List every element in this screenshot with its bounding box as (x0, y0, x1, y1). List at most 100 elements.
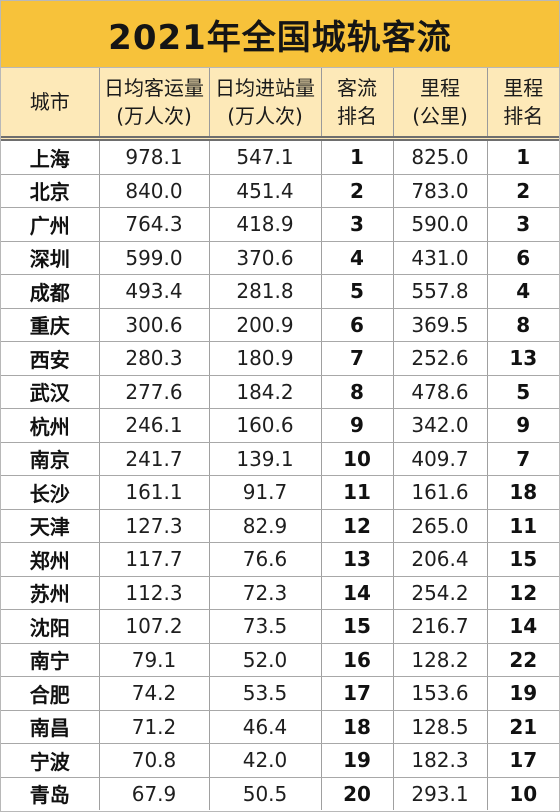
ridership-rank-cell: 17 (321, 676, 394, 711)
daily-entries-cell: 91.7 (209, 475, 322, 510)
daily-entries-cell: 184.2 (209, 375, 322, 409)
mileage-rank-cell: 3 (487, 207, 559, 242)
city-cell: 深圳 (1, 241, 100, 275)
daily-entries-cell: 418.9 (209, 207, 322, 242)
daily-entries-cell: 451.4 (209, 174, 322, 208)
daily-ridership-cell: 764.3 (99, 207, 210, 242)
daily-ridership-cell: 74.2 (99, 676, 210, 711)
header-mileage: 里程 (公里) (393, 68, 488, 141)
daily-entries-cell: 53.5 (209, 676, 322, 711)
mileage-rank-cell: 13 (487, 341, 559, 376)
mileage-cell: 153.6 (393, 676, 488, 711)
city-cell: 合肥 (1, 676, 100, 711)
mileage-rank-cell: 18 (487, 475, 559, 510)
daily-entries-cell: 180.9 (209, 341, 322, 376)
city-cell: 南京 (1, 442, 100, 476)
daily-entries-cell: 50.5 (209, 777, 322, 810)
mileage-rank-cell: 15 (487, 542, 559, 577)
mileage-cell: 293.1 (393, 777, 488, 810)
daily-ridership-cell: 246.1 (99, 408, 210, 443)
mileage-rank-cell: 6 (487, 241, 559, 275)
mileage-cell: 128.2 (393, 643, 488, 677)
city-cell: 重庆 (1, 308, 100, 342)
city-cell: 青岛 (1, 777, 100, 810)
table-row: 广州 764.3 418.9 3 590.0 3 (1, 207, 559, 242)
daily-ridership-cell: 107.2 (99, 609, 210, 644)
daily-entries-cell: 281.8 (209, 274, 322, 309)
daily-ridership-cell: 840.0 (99, 174, 210, 208)
daily-ridership-cell: 161.1 (99, 475, 210, 510)
ridership-rank-cell: 2 (321, 174, 394, 208)
city-cell: 郑州 (1, 542, 100, 577)
daily-entries-cell: 46.4 (209, 710, 322, 744)
city-cell: 北京 (1, 174, 100, 208)
daily-entries-cell: 42.0 (209, 743, 322, 778)
daily-ridership-cell: 493.4 (99, 274, 210, 309)
table-row: 南京 241.7 139.1 10 409.7 7 (1, 442, 559, 476)
mileage-cell: 254.2 (393, 576, 488, 610)
ridership-rank-cell: 9 (321, 408, 394, 443)
mileage-cell: 265.0 (393, 509, 488, 543)
mileage-rank-cell: 11 (487, 509, 559, 543)
daily-entries-cell: 200.9 (209, 308, 322, 342)
table-row: 上海 978.1 547.1 1 825.0 1 (1, 138, 559, 175)
table-row: 青岛 67.9 50.5 20 293.1 10 (1, 777, 559, 810)
city-cell: 南昌 (1, 710, 100, 744)
daily-entries-cell: 547.1 (209, 138, 322, 175)
daily-ridership-cell: 978.1 (99, 138, 210, 175)
city-cell: 沈阳 (1, 609, 100, 644)
city-cell: 天津 (1, 509, 100, 543)
city-cell: 广州 (1, 207, 100, 242)
table-row: 天津 127.3 82.9 12 265.0 11 (1, 509, 559, 543)
daily-entries-cell: 82.9 (209, 509, 322, 543)
mileage-cell: 369.5 (393, 308, 488, 342)
header-row: 城市 日均客运量 (万人次) 日均进站量 (万人次) 客流 排名 里程 (公里) 里程排… (1, 68, 559, 141)
city-cell: 长沙 (1, 475, 100, 510)
mileage-rank-cell: 10 (509, 781, 538, 806)
daily-entries-cell: 370.6 (209, 241, 322, 275)
table-row: 深圳 599.0 370.6 4 431.0 6 (1, 241, 559, 275)
ridership-rank-cell: 20 (321, 777, 394, 810)
daily-ridership-cell: 79.1 (99, 643, 210, 677)
daily-ridership-cell: 71.2 (99, 710, 210, 744)
header-ridership-rank: 客流 排名 (321, 68, 394, 141)
daily-entries-cell: 76.6 (209, 542, 322, 577)
mileage-rank-cell: 22 (487, 643, 559, 677)
ridership-rank-cell: 18 (321, 710, 394, 744)
table-row: 南宁 79.1 52.0 16 128.2 22 (1, 643, 559, 677)
mileage-cell: 590.0 (393, 207, 488, 242)
daily-entries-cell: 72.3 (209, 576, 322, 610)
daily-entries-cell: 73.5 (209, 609, 322, 644)
mileage-cell: 409.7 (393, 442, 488, 476)
header-mileage-rank: 里程 排名 (487, 68, 559, 141)
ridership-rank-cell: 3 (321, 207, 394, 242)
city-cell: 杭州 (1, 408, 100, 443)
mileage-cell: 182.3 (393, 743, 488, 778)
ridership-rank-cell: 12 (321, 509, 394, 543)
mileage-cell: 342.0 (393, 408, 488, 443)
ridership-rank-cell: 15 (321, 609, 394, 644)
ridership-rank-cell: 10 (321, 442, 394, 476)
ridership-rank-cell: 13 (321, 542, 394, 577)
city-cell: 西安 (1, 341, 100, 376)
ridership-rank-cell: 8 (321, 375, 394, 409)
daily-ridership-cell: 67.9 (99, 777, 210, 810)
daily-entries-cell: 139.1 (209, 442, 322, 476)
mileage-rank-cell: 9 (487, 408, 559, 443)
city-cell: 上海 (1, 138, 100, 175)
mileage-cell: 216.7 (393, 609, 488, 644)
daily-ridership-cell: 127.3 (99, 509, 210, 543)
table-row: 武汉 277.6 184.2 8 478.6 5 (1, 375, 559, 409)
mileage-rank-cell: 2 (487, 174, 559, 208)
mileage-rank-cell: 5 (487, 375, 559, 409)
table-row: 西安 280.3 180.9 7 252.6 13 (1, 341, 559, 376)
ridership-rank-cell: 16 (321, 643, 394, 677)
table-row: 郑州 117.7 76.6 13 206.4 15 (1, 542, 559, 577)
daily-ridership-cell: 280.3 (99, 341, 210, 376)
daily-ridership-cell: 277.6 (99, 375, 210, 409)
mileage-rank-cell: 17 (487, 743, 559, 778)
mileage-rank-cell: 7 (487, 442, 559, 476)
ridership-rank-cell: 1 (321, 138, 394, 175)
table-row: 重庆 300.6 200.9 6 369.5 8 (1, 308, 559, 342)
daily-ridership-cell: 241.7 (99, 442, 210, 476)
